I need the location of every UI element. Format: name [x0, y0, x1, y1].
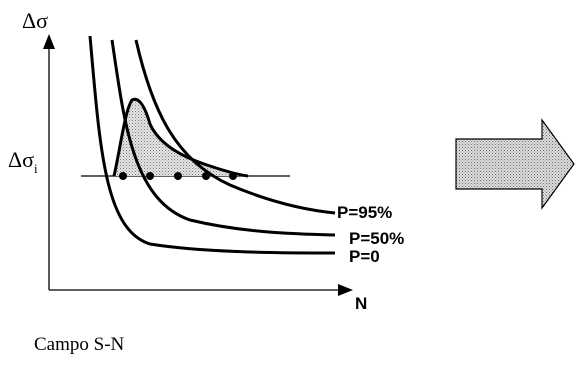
distribution-shaded-area: [114, 99, 248, 176]
x-axis-label: N: [355, 294, 367, 313]
threshold-point: [174, 172, 182, 180]
threshold-label-sub: i: [34, 161, 38, 176]
threshold-label: Δσi: [8, 147, 38, 176]
threshold-point: [202, 172, 210, 180]
x-axis-arrow-icon: [338, 284, 353, 296]
curve-label-p0: P=0: [349, 247, 380, 266]
threshold-label-main: Δσ: [8, 147, 34, 172]
y-axis-label: Δσ: [22, 8, 48, 33]
y-axis-arrow-icon: [43, 34, 55, 49]
curve-label-p95: P=95%: [337, 203, 392, 222]
threshold-point: [146, 172, 154, 180]
threshold-point: [119, 172, 127, 180]
curve-p95: [136, 40, 335, 213]
threshold-point: [229, 172, 237, 180]
right-arrow-icon: [456, 120, 574, 208]
caption: Campo S-N: [34, 334, 124, 356]
curve-label-p50: P=50%: [349, 229, 404, 248]
